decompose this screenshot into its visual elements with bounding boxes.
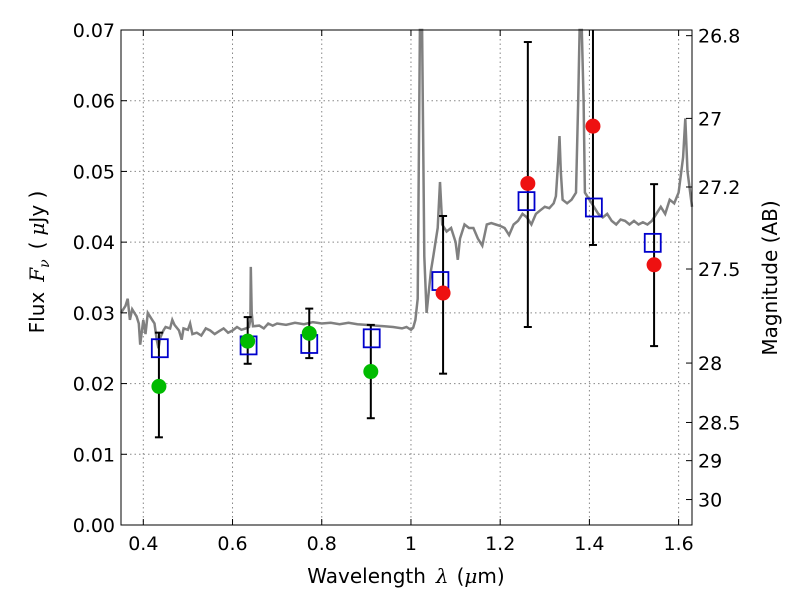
red-point — [646, 257, 662, 273]
x-tick-label: 0.8 — [307, 533, 337, 555]
x-tick-label: 1.6 — [664, 533, 694, 555]
y2-tick-label: 28 — [698, 353, 722, 375]
x-tick-label: 0.4 — [128, 533, 158, 555]
green-point — [240, 333, 256, 349]
y2-tick-label: 29 — [698, 451, 722, 473]
y-tick-label: 0.02 — [73, 374, 115, 396]
spectrum-line — [119, 28, 694, 349]
y2-tick-label: 27.2 — [698, 177, 740, 199]
y-axis-ticks: 0.00 0.01 0.02 0.03 0.04 0.05 0.06 0.07 — [73, 20, 127, 537]
plot-area — [119, 28, 694, 439]
y-axis-label: FluxFν(μJy ) — [25, 191, 53, 334]
x-tick-label: 0.6 — [217, 533, 247, 555]
y-tick-label: 0.06 — [73, 91, 115, 113]
y-tick-label: 0.05 — [73, 161, 115, 183]
model-box — [584, 197, 603, 218]
y2-axis-ticks: 26.8 27 27.2 27.5 28 28.5 29 30 — [686, 26, 740, 512]
y2-tick-label: 28.5 — [698, 412, 740, 434]
model-box — [517, 191, 536, 212]
y-tick-label: 0.04 — [73, 232, 115, 254]
model-box — [643, 232, 662, 253]
x-tick-label: 1 — [405, 533, 417, 555]
model-box — [150, 338, 169, 359]
green-point — [301, 325, 317, 341]
x-tick-label: 1.4 — [574, 533, 604, 555]
plot-frame — [120, 29, 693, 526]
y-tick-label: 0.00 — [73, 515, 115, 537]
y-tick-label: 0.07 — [73, 20, 115, 42]
green-point — [363, 364, 379, 380]
grid-lines — [121, 29, 692, 526]
observed-points — [151, 118, 662, 394]
red-point — [585, 118, 601, 134]
green-point — [151, 378, 167, 394]
y2-tick-label: 30 — [698, 490, 722, 512]
red-point — [520, 175, 536, 191]
y-tick-label: 0.01 — [73, 444, 115, 466]
y2-tick-label: 26.8 — [698, 26, 740, 48]
model-box — [362, 328, 381, 349]
y2-tick-label: 27.5 — [698, 259, 740, 281]
x-axis-label: Wavelength λ (μm) — [307, 564, 504, 588]
x-axis-ticks: 0.4 0.6 0.8 1 1.2 1.4 1.6 — [128, 30, 694, 555]
y-tick-label: 0.03 — [73, 303, 115, 325]
x-tick-label: 1.2 — [485, 533, 515, 555]
y2-axis-label: Magnitude (AB) — [758, 200, 782, 355]
red-point — [435, 285, 451, 301]
y2-tick-label: 27 — [698, 108, 722, 130]
